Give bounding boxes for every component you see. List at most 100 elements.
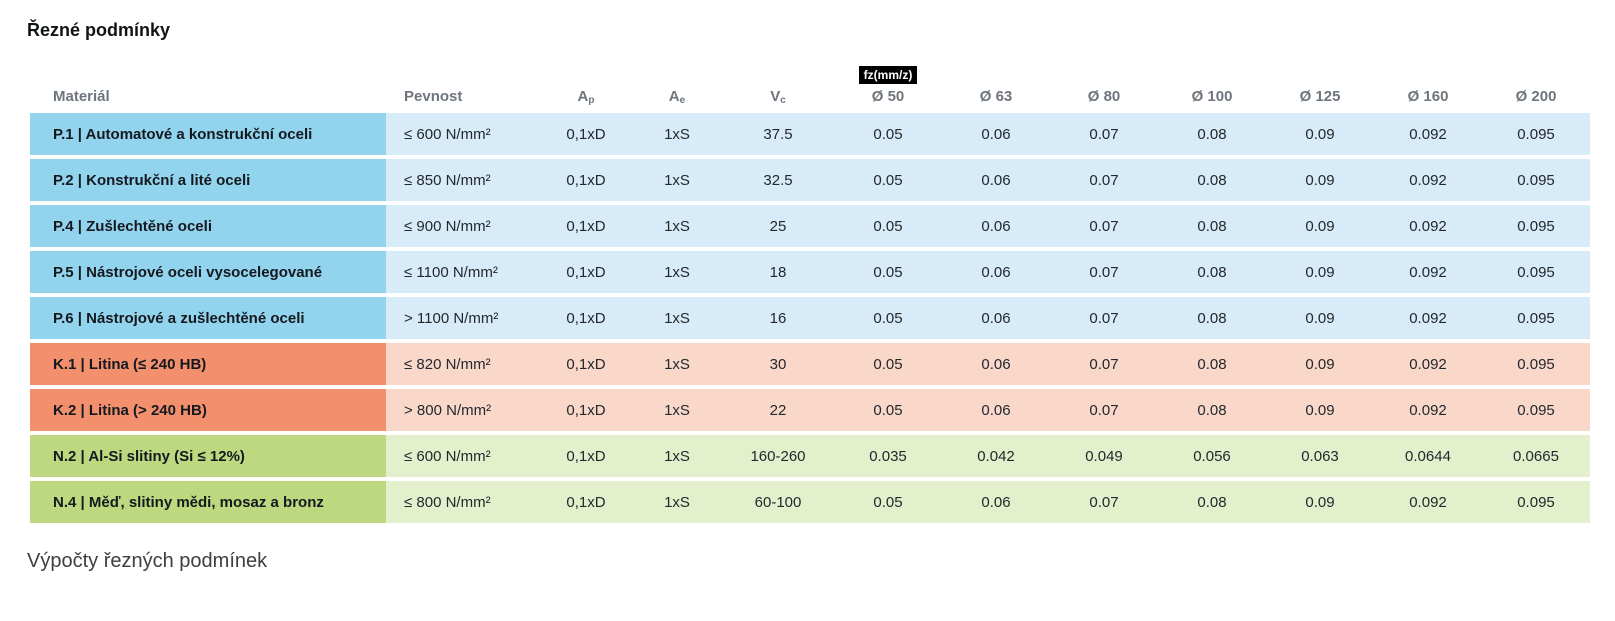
fz-value-cell: 0.05: [834, 343, 942, 385]
pevnost-cell: ≤ 850 N/mm²: [386, 159, 540, 201]
fz-value-cell: 0.06: [942, 113, 1050, 155]
column-header-diameter: Ø 100: [1158, 58, 1266, 113]
fz-value-cell: 0.09: [1266, 159, 1374, 201]
fz-value-cell: 0.095: [1482, 481, 1590, 523]
fz-value-cell: 0.05: [834, 205, 942, 247]
fz-value-cell: 0.05: [834, 481, 942, 523]
ae-cell: 1xS: [632, 251, 722, 293]
column-header-diameter: Ø 200: [1482, 58, 1590, 113]
column-header-vc-base: V: [770, 88, 781, 105]
column-header-diameter: Ø 160: [1374, 58, 1482, 113]
fz-value-cell: 0.056: [1158, 435, 1266, 477]
table-row: P.5 | Nástrojové oceli vysocelegované ≤ …: [30, 251, 1590, 293]
page-title: Řezné podmínky: [27, 20, 171, 40]
fz-unit-badge: fz(mm/z): [858, 66, 918, 84]
ap-cell: 0,1xD: [540, 435, 632, 477]
table-row: P.1 | Automatové a konstrukční oceli ≤ 6…: [30, 113, 1590, 155]
fz-value-cell: 0.08: [1158, 113, 1266, 155]
ap-cell: 0,1xD: [540, 159, 632, 201]
fz-value-cell: 0.095: [1482, 159, 1590, 201]
vc-cell: 160-260: [722, 435, 834, 477]
table-row: P.2 | Konstrukční a lité oceli ≤ 850 N/m…: [30, 159, 1590, 201]
fz-value-cell: 0.06: [942, 343, 1050, 385]
fz-value-cell: 0.05: [834, 113, 942, 155]
material-cell: K.2 | Litina (> 240 HB): [30, 389, 386, 431]
fz-value-cell: 0.06: [942, 205, 1050, 247]
ap-cell: 0,1xD: [540, 205, 632, 247]
fz-value-cell: 0.08: [1158, 389, 1266, 431]
fz-value-cell: 0.06: [942, 389, 1050, 431]
fz-value-cell: 0.092: [1374, 389, 1482, 431]
fz-value-cell: 0.08: [1158, 251, 1266, 293]
fz-value-cell: 0.07: [1050, 389, 1158, 431]
column-header-ae-sub: e: [679, 95, 686, 106]
fz-value-cell: 0.09: [1266, 251, 1374, 293]
column-header-diameter: Ø 63: [942, 58, 1050, 113]
column-header-label: Ø 63: [979, 88, 1013, 105]
fz-value-cell: 0.05: [834, 251, 942, 293]
column-header-ap-sub: p: [588, 95, 595, 106]
fz-value-cell: 0.06: [942, 297, 1050, 339]
vc-cell: 37.5: [722, 113, 834, 155]
fz-value-cell: 0.08: [1158, 343, 1266, 385]
fz-value-cell: 0.0644: [1374, 435, 1482, 477]
table-row: P.4 | Zušlechtěné oceli ≤ 900 N/mm² 0,1x…: [30, 205, 1590, 247]
pevnost-cell: > 1100 N/mm²: [386, 297, 540, 339]
fz-value-cell: 0.09: [1266, 481, 1374, 523]
material-cell: P.2 | Konstrukční a lité oceli: [30, 159, 386, 201]
table-row: K.1 | Litina (≤ 240 HB) ≤ 820 N/mm² 0,1x…: [30, 343, 1590, 385]
ae-cell: 1xS: [632, 481, 722, 523]
material-cell: P.4 | Zušlechtěné oceli: [30, 205, 386, 247]
fz-value-cell: 0.05: [834, 159, 942, 201]
fz-value-cell: 0.095: [1482, 113, 1590, 155]
material-cell: P.5 | Nástrojové oceli vysocelegované: [30, 251, 386, 293]
fz-value-cell: 0.09: [1266, 343, 1374, 385]
fz-value-cell: 0.08: [1158, 205, 1266, 247]
fz-value-cell: 0.07: [1050, 159, 1158, 201]
ap-cell: 0,1xD: [540, 251, 632, 293]
column-header-diameter: Ø 80: [1050, 58, 1158, 113]
material-cell: N.2 | Al-Si slitiny (Si ≤ 12%): [30, 435, 386, 477]
fz-value-cell: 0.09: [1266, 389, 1374, 431]
fz-value-cell: 0.092: [1374, 159, 1482, 201]
column-header-material: Materiál: [53, 88, 110, 105]
ae-cell: 1xS: [632, 205, 722, 247]
fz-value-cell: 0.06: [942, 159, 1050, 201]
column-header-diameter: fz(mm/z) Ø 50: [834, 58, 942, 113]
fz-value-cell: 0.095: [1482, 297, 1590, 339]
pevnost-cell: > 800 N/mm²: [386, 389, 540, 431]
column-header-ap-base: A: [577, 88, 589, 105]
ap-cell: 0,1xD: [540, 113, 632, 155]
fz-value-cell: 0.08: [1158, 159, 1266, 201]
fz-value-cell: 0.0665: [1482, 435, 1590, 477]
material-cell: P.1 | Automatové a konstrukční oceli: [30, 113, 386, 155]
fz-value-cell: 0.05: [834, 389, 942, 431]
pevnost-cell: ≤ 1100 N/mm²: [386, 251, 540, 293]
fz-value-cell: 0.07: [1050, 481, 1158, 523]
section-heading-calculations: Výpočty řezných podmínek: [27, 550, 268, 572]
ae-cell: 1xS: [632, 343, 722, 385]
ap-cell: 0,1xD: [540, 481, 632, 523]
vc-cell: 18: [722, 251, 834, 293]
table-row: N.4 | Měď, slitiny mědi, mosaz a bronz ≤…: [30, 481, 1590, 523]
ae-cell: 1xS: [632, 389, 722, 431]
column-header-vc-sub: c: [780, 95, 786, 106]
table-body: P.1 | Automatové a konstrukční oceli ≤ 6…: [30, 113, 1590, 523]
fz-value-cell: 0.07: [1050, 205, 1158, 247]
pevnost-cell: ≤ 600 N/mm²: [386, 435, 540, 477]
fz-value-cell: 0.095: [1482, 205, 1590, 247]
pevnost-cell: ≤ 600 N/mm²: [386, 113, 540, 155]
fz-value-cell: 0.06: [942, 251, 1050, 293]
fz-value-cell: 0.07: [1050, 251, 1158, 293]
ae-cell: 1xS: [632, 159, 722, 201]
vc-cell: 30: [722, 343, 834, 385]
fz-value-cell: 0.07: [1050, 297, 1158, 339]
column-header-label: Ø 125: [1299, 88, 1341, 105]
fz-value-cell: 0.092: [1374, 481, 1482, 523]
fz-value-cell: 0.049: [1050, 435, 1158, 477]
material-cell: K.1 | Litina (≤ 240 HB): [30, 343, 386, 385]
fz-value-cell: 0.063: [1266, 435, 1374, 477]
